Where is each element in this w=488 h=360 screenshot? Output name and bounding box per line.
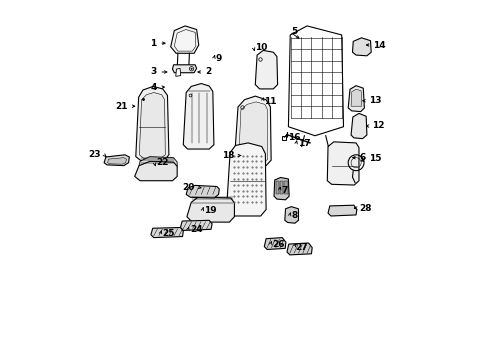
Polygon shape [284,207,298,223]
Text: 4: 4 [151,83,157,91]
Polygon shape [183,84,213,149]
Text: 7: 7 [281,186,287,195]
Text: 9: 9 [215,54,222,63]
Polygon shape [350,89,361,106]
Text: 26: 26 [272,240,285,248]
Text: 16: 16 [287,133,300,142]
Text: 15: 15 [368,154,381,163]
Text: 14: 14 [373,40,385,49]
Polygon shape [280,181,283,194]
Polygon shape [275,181,279,194]
Polygon shape [186,197,234,222]
Text: 8: 8 [291,211,297,220]
Polygon shape [350,113,366,139]
Polygon shape [175,68,181,76]
Text: 24: 24 [189,225,202,234]
Polygon shape [180,220,212,230]
Polygon shape [186,185,219,198]
Polygon shape [139,93,165,158]
Polygon shape [288,26,343,136]
Polygon shape [172,65,196,73]
Polygon shape [284,181,287,194]
Polygon shape [238,102,267,163]
Polygon shape [255,50,277,89]
Polygon shape [174,30,196,51]
Text: 5: 5 [291,27,297,36]
Text: 1: 1 [150,39,156,48]
Polygon shape [136,86,168,161]
Text: 17: 17 [297,139,310,148]
Text: 13: 13 [368,96,381,105]
Text: 20: 20 [182,183,194,192]
Polygon shape [327,205,356,216]
Polygon shape [107,158,126,164]
Text: 25: 25 [162,229,175,238]
Polygon shape [264,238,285,249]
Text: 18: 18 [222,151,234,160]
Text: 2: 2 [204,68,211,77]
Polygon shape [286,243,311,255]
Polygon shape [347,86,364,112]
Polygon shape [234,96,270,166]
Text: 19: 19 [204,206,216,215]
Polygon shape [352,38,370,56]
Polygon shape [226,143,265,216]
Polygon shape [104,155,129,166]
Text: 11: 11 [264,97,276,106]
Text: 12: 12 [371,122,384,130]
Polygon shape [134,161,177,181]
Polygon shape [170,26,199,53]
Text: 27: 27 [294,243,307,252]
Text: 21: 21 [115,102,127,111]
Text: 23: 23 [88,150,101,159]
Circle shape [190,68,192,69]
Text: 10: 10 [255,43,267,52]
Text: 3: 3 [150,68,156,77]
Text: 6: 6 [359,153,365,162]
Text: 22: 22 [156,158,168,167]
Polygon shape [151,228,183,238]
Polygon shape [326,142,358,185]
Polygon shape [273,177,288,200]
Text: 28: 28 [359,204,371,212]
Polygon shape [139,157,177,166]
